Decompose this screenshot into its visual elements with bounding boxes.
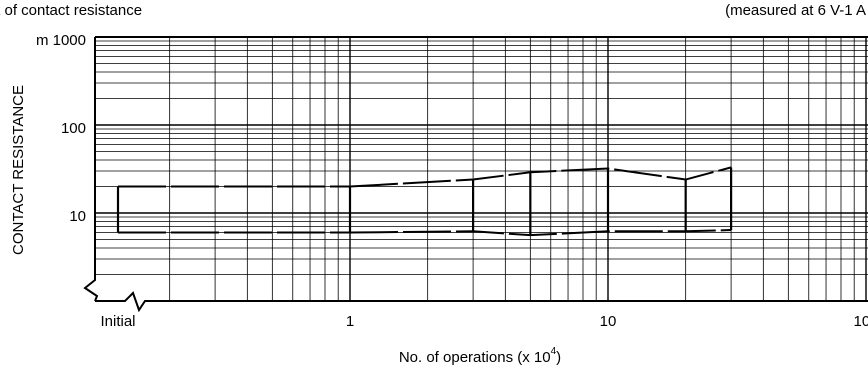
upper-line (349, 166, 732, 188)
x-axis-label-exponent: 4 (551, 346, 557, 357)
y-tick-label: m 1000 (36, 32, 86, 49)
x-axis-label: No. of operations (x 104) (399, 346, 561, 366)
x-axis-label-text: No. of operations (x 10 (399, 349, 551, 366)
y-axis-label: CONTACT RESISTANCE (10, 85, 27, 255)
x-tick-label: 1 (346, 313, 354, 330)
y-tick-label: 100 (61, 120, 86, 137)
data-marks (116, 166, 733, 237)
grid (95, 36, 868, 301)
x-tick-label: 100 (853, 313, 868, 330)
lower-line (349, 229, 732, 237)
x-axis-break (95, 291, 868, 313)
x-tick-label: Initial (100, 313, 135, 330)
x-tick-label: 10 (600, 313, 617, 330)
y-tick-label: 10 (69, 208, 86, 225)
chart-title: ft of contact resistance (0, 2, 142, 19)
y-axis-break (83, 37, 99, 302)
x-axis-label-end: ) (556, 349, 561, 366)
chart-subtitle: (measured at 6 V-1 A (725, 2, 866, 19)
